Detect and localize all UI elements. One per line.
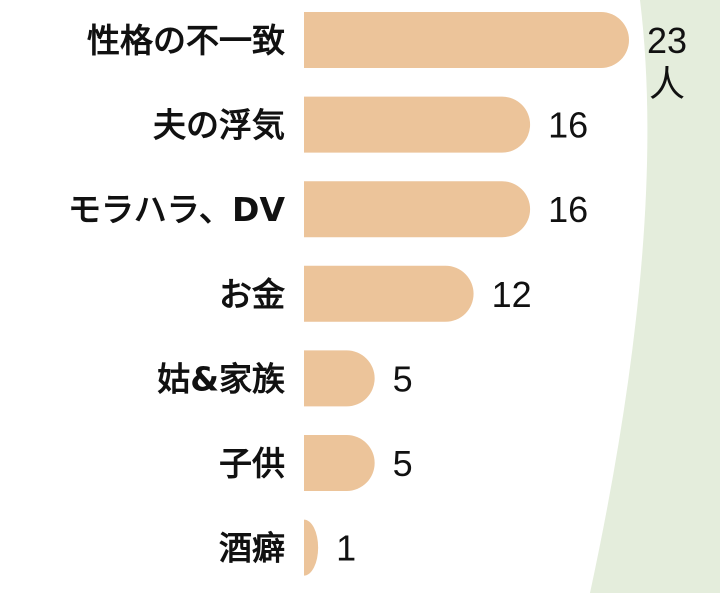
- value-label: 12: [492, 274, 532, 315]
- value-label: 23: [647, 20, 687, 61]
- category-label: モラハラ、DV: [68, 190, 285, 229]
- category-label: 性格の不一致: [87, 21, 285, 60]
- bar-0: [304, 12, 629, 68]
- category-label: 夫の浮気: [153, 106, 285, 145]
- unit-label: 人: [649, 63, 685, 104]
- bar-4: [304, 350, 375, 407]
- value-label: 5: [393, 358, 413, 399]
- value-label: 16: [548, 189, 588, 230]
- category-label: 酒癖: [219, 529, 285, 568]
- category-label: お金: [219, 275, 286, 314]
- value-label: 16: [548, 105, 588, 146]
- category-label: 姑&家族: [157, 359, 285, 398]
- bar-2: [304, 181, 531, 238]
- value-label: 5: [393, 443, 413, 484]
- category-label: 子供: [219, 444, 285, 483]
- value-label: 1: [336, 528, 356, 569]
- bar-5: [304, 435, 375, 491]
- bar-6: [304, 519, 319, 576]
- bar-3: [304, 265, 474, 322]
- green-curved-panel: [590, 0, 720, 593]
- bar-1: [304, 96, 531, 153]
